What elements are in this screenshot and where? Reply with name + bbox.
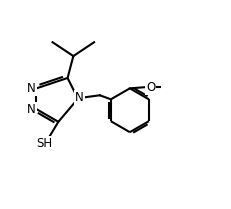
- Text: N: N: [27, 103, 36, 116]
- Text: O: O: [145, 81, 155, 94]
- Text: N: N: [27, 82, 36, 95]
- Text: N: N: [75, 91, 84, 104]
- Text: SH: SH: [36, 137, 52, 150]
